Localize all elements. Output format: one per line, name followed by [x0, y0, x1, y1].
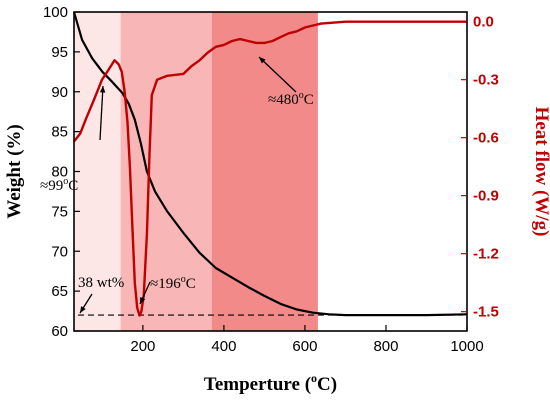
y-left-axis-title: Weight (%): [4, 124, 25, 218]
y-right-tick-label: -0.9: [473, 188, 499, 205]
y-right-tick-label: -0.6: [473, 130, 499, 147]
annotation-0: ≈99oC: [40, 176, 78, 194]
y-left-tick-label: 70: [51, 243, 68, 260]
y-left-tick-label: 65: [51, 283, 68, 300]
x-axis-title-unit: C): [317, 374, 337, 395]
shaded-region-2: [211, 12, 318, 331]
x-tick-label: 400: [211, 338, 236, 355]
weight-series-line: [72, 11, 468, 317]
heat-flow-series-line: [73, 20, 467, 317]
annotation-sup: o: [299, 90, 304, 101]
annotation-text: 38 wt%: [78, 275, 124, 291]
annotation-1: ≈196oC: [150, 274, 196, 292]
x-tick-label: 200: [130, 338, 155, 355]
annotation-arrow-0-head: [99, 86, 106, 93]
y-right-tick-label: -1.2: [473, 246, 499, 263]
x-axis-title-text: Temperture (: [204, 374, 311, 395]
annotation-arrow-2: [258, 56, 297, 93]
x-tick-label: 800: [373, 338, 398, 355]
axis-titles: Temperture (oC)Weight (%) Heat flow (W/g): [4, 107, 550, 395]
y-left-tick-label: 100: [43, 4, 68, 21]
annotation-2: ≈480oC: [268, 90, 314, 108]
annotation-arrow-3-head: [80, 306, 86, 313]
annotation-text: ≈480: [268, 92, 299, 108]
axes: 200 400 600 800 1000 60 65 70 75 80 85 90 95 100 0.0 -0…: [43, 4, 499, 355]
y-right-axis-title: Heat flow (W/g): [531, 107, 550, 237]
annotation-text: ≈99: [40, 178, 63, 194]
annotation-unit: C: [186, 276, 196, 292]
x-axis-title-sup: o: [311, 371, 317, 385]
annotation-arrow-2-head: [259, 57, 266, 64]
y-right-tick-label: -0.3: [473, 72, 499, 89]
y-left-tick-label: 75: [51, 203, 68, 220]
annotation-unit: C: [304, 92, 314, 108]
annotation-unit: C: [68, 178, 78, 194]
annotation-arrow-0: [99, 85, 104, 141]
annotation-text: ≈196: [150, 276, 181, 292]
annotation-sup: o: [63, 176, 68, 187]
y-left-tick-label: 95: [51, 44, 68, 61]
y-left-tick-label: 85: [51, 124, 68, 141]
annotation-3: 38 wt%: [78, 275, 124, 291]
x-tick-label: 600: [292, 338, 317, 355]
series-lines: [72, 11, 468, 317]
y-left-tick-label: 90: [51, 84, 68, 101]
y-right-tick-label: -1.5: [473, 304, 499, 321]
annotation-arrow-1-head: [140, 297, 146, 304]
annotation-sup: o: [181, 274, 186, 285]
x-axis-title: Temperture (oC): [204, 371, 337, 395]
y-left-tick-label: 60: [51, 323, 68, 340]
y-left-tick-label: 80: [51, 164, 68, 181]
x-tick-label: 1000: [450, 338, 483, 355]
y-right-tick-label: 0.0: [473, 14, 494, 31]
